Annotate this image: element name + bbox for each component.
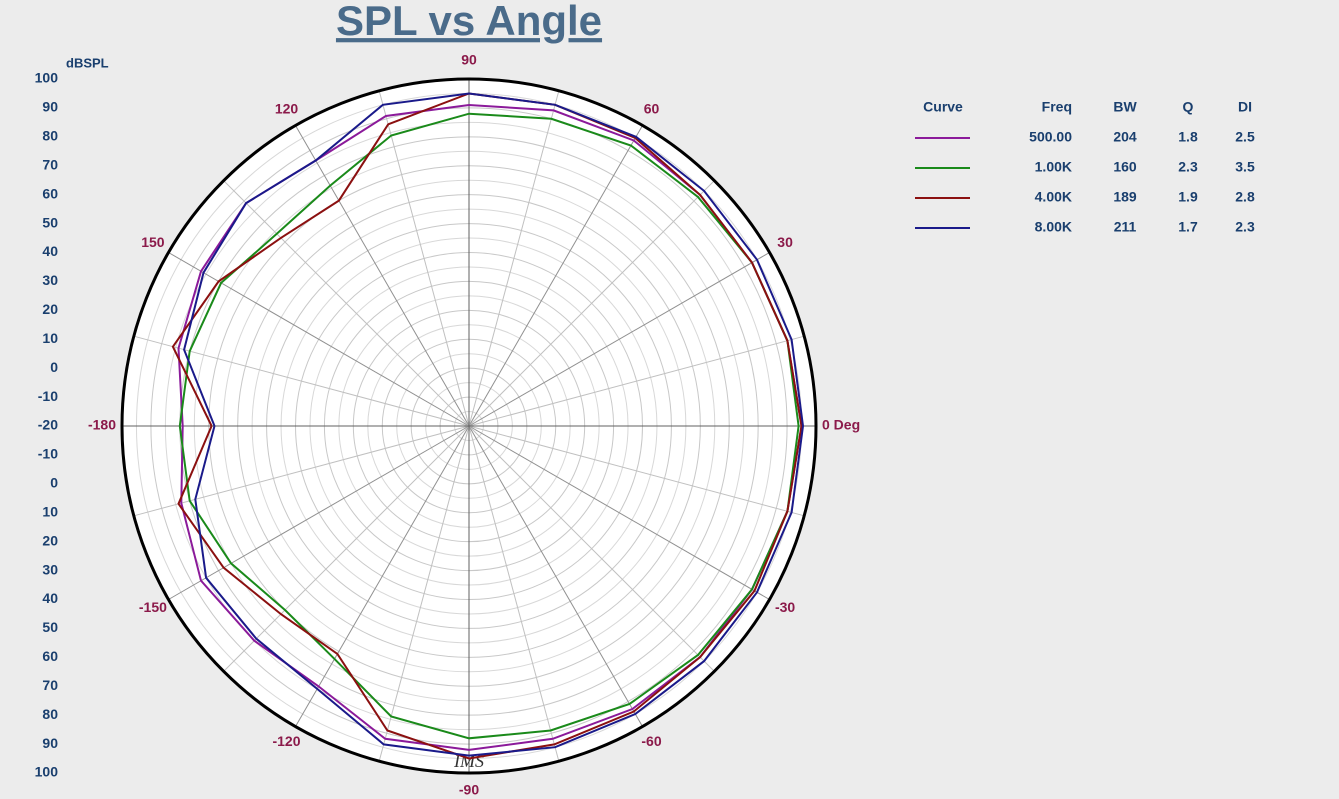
angle-label: -180 [88, 417, 116, 433]
y-tick-label: 40 [42, 590, 58, 606]
y-tick-label: 50 [42, 619, 58, 635]
spoke-minor [468, 180, 715, 427]
angle-label: -30 [775, 599, 795, 615]
y-tick-label: 90 [42, 735, 58, 751]
y-tick-label: 20 [42, 301, 58, 317]
legend-di: 2.8 [1235, 189, 1255, 205]
legend-bw: 204 [1113, 129, 1137, 145]
y-tick-label: 50 [42, 214, 58, 230]
y-tick-label: -10 [38, 446, 58, 462]
legend-bw: 160 [1113, 159, 1137, 175]
spoke-minor [468, 425, 805, 517]
legend-q: 1.8 [1178, 129, 1198, 145]
y-tick-label: 30 [42, 561, 58, 577]
y-tick-label: 100 [35, 70, 59, 86]
spoke-minor [378, 425, 470, 762]
angle-label: -90 [459, 782, 479, 798]
spoke [468, 425, 770, 600]
y-tick-label: -20 [38, 417, 58, 433]
angle-label: 150 [141, 234, 165, 250]
curve [183, 92, 805, 757]
y-tick-label: 90 [42, 99, 58, 115]
y-tick-label: 0 [50, 359, 58, 375]
y-tick-label: 10 [42, 330, 58, 346]
legend-freq: 500.00 [1029, 129, 1072, 145]
y-tick-label: 100 [35, 764, 59, 780]
spoke-minor [378, 90, 470, 427]
angle-label: 60 [644, 101, 660, 117]
legend-q: 1.9 [1178, 189, 1198, 205]
spoke-minor [468, 90, 560, 427]
spoke [468, 125, 643, 427]
axis-label: dBSPL [66, 55, 109, 70]
legend-bw: 189 [1113, 189, 1137, 205]
curve [171, 92, 803, 760]
spoke [468, 425, 643, 727]
legend-q: 1.7 [1178, 219, 1198, 235]
y-tick-label: 60 [42, 648, 58, 664]
spoke-minor [468, 425, 715, 672]
legend-header: Curve [923, 99, 963, 115]
y-tick-label: 70 [42, 156, 58, 172]
y-tick-label: 20 [42, 532, 58, 548]
spoke-minor [223, 180, 470, 427]
legend-di: 2.3 [1235, 219, 1255, 235]
spoke-minor [223, 425, 470, 672]
spoke [168, 425, 470, 600]
legend-q: 2.3 [1178, 159, 1198, 175]
y-tick-label: 10 [42, 503, 58, 519]
angle-label: -150 [139, 599, 167, 615]
legend-header: BW [1113, 99, 1137, 115]
chart-title: SPL vs Angle [336, 0, 602, 44]
legend-header: Q [1183, 99, 1194, 115]
angle-label: 90 [461, 52, 477, 68]
legend-freq: 8.00K [1035, 219, 1072, 235]
y-tick-label: 40 [42, 243, 58, 259]
legend-header: DI [1238, 99, 1252, 115]
angle-label: 120 [275, 101, 299, 117]
spoke [468, 252, 770, 427]
y-tick-label: 80 [42, 128, 58, 144]
angle-label: -60 [641, 733, 661, 749]
spoke-minor [468, 335, 805, 427]
legend-bw: 211 [1114, 219, 1137, 235]
legend-di: 2.5 [1235, 129, 1255, 145]
outer-ring [120, 77, 818, 775]
legend-freq: 1.00K [1035, 159, 1072, 175]
legend-header: Freq [1042, 99, 1072, 115]
spoke-minor [468, 425, 560, 762]
legend-di: 3.5 [1235, 159, 1255, 175]
y-tick-label: 30 [42, 272, 58, 288]
angle-label: 30 [777, 234, 793, 250]
spoke [295, 125, 470, 427]
y-tick-label: 0 [50, 475, 58, 491]
curve [178, 112, 800, 740]
angle-label: -120 [272, 733, 300, 749]
angle-label: 0 Deg [822, 417, 860, 433]
spoke [295, 425, 470, 727]
y-tick-label: -10 [38, 388, 58, 404]
legend-freq: 4.00K [1035, 189, 1072, 205]
y-tick-label: 80 [42, 706, 58, 722]
y-tick-label: 60 [42, 185, 58, 201]
y-tick-label: 70 [42, 677, 58, 693]
